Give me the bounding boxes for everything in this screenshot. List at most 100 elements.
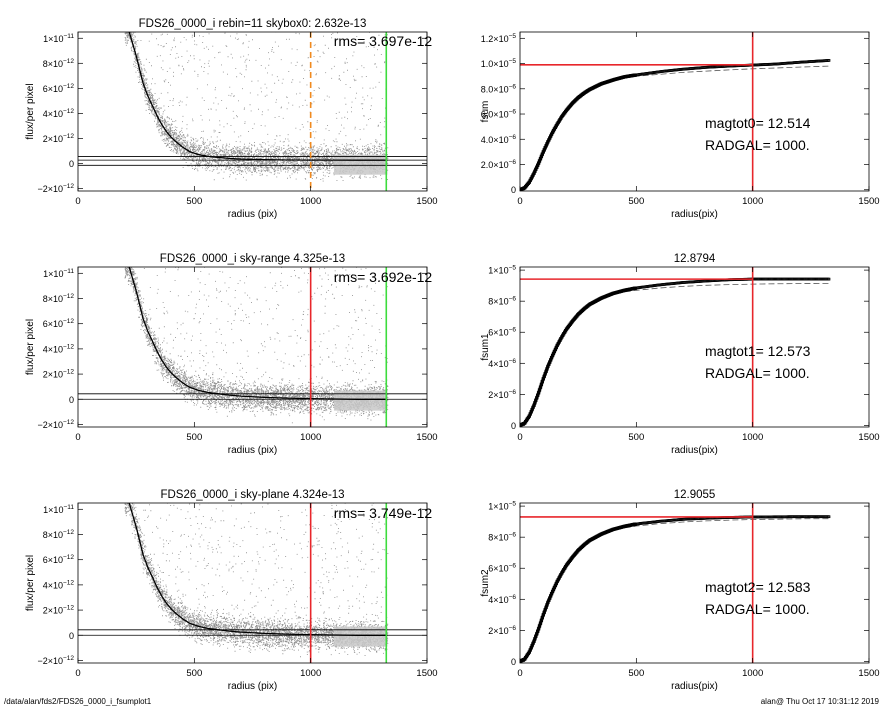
panel-title: FDS26_0000_i sky-plane 4.324e-13 [160,489,344,501]
x-tick-label: 1500 [416,432,437,443]
y-tick-label: −2×10−12 [37,419,74,430]
y-tick-label: 0 [511,185,516,195]
growth-curve-line [520,522,637,663]
y-tick-label: 1×10−11 [43,504,74,515]
plot-area-fsum0 [520,32,831,191]
magtot-label-0: magtot0= 12.514 [705,115,811,131]
y-tick-label: 0 [511,421,516,431]
axes-frame [77,266,428,428]
y-tick-label: 0 [69,631,74,641]
plot-area-flux2 [78,267,427,427]
growth-curve-line [520,286,637,427]
panel-title: FDS26_0000_i sky-range 4.325e-13 [160,253,345,265]
axes-frame [519,502,870,664]
x-tick-label: 1500 [858,668,879,679]
scatter-cloud [124,267,389,424]
y-axis-label: flux/per pixel [25,83,36,139]
magtot-label-0: magtot2= 12.583 [705,579,811,595]
y-axis-label: fsum2 [480,569,491,597]
y-tick-label: 6×10−12 [43,554,75,565]
x-tick-label: 1000 [742,668,763,679]
x-tick-label: 0 [517,196,522,207]
y-tick-label: 4×10−12 [43,579,75,590]
y-axis-label: flux/per pixel [25,555,36,611]
mean-profile-line [128,503,388,636]
x-tick-label: 1500 [858,196,879,207]
y-tick-label: 2×10−12 [43,605,75,616]
y-tick-label: 1×10−11 [43,268,74,279]
y-tick-label: 2×10−6 [488,625,516,636]
plot-area-fsum2 [520,503,831,663]
x-axis-label: radius(pix) [671,445,718,456]
x-tick-label: 1000 [742,196,763,207]
x-axis-label: radius(pix) [671,209,718,220]
rms-label: rms= 3.697e-12 [334,33,433,49]
y-tick-label: 8×10−6 [488,532,516,543]
curve-point [827,277,831,281]
y-tick-label: 0 [511,657,516,667]
y-axis-label: fsum1 [480,333,491,361]
magtot-label-0: magtot1= 12.573 [705,343,811,359]
magtot-label-1: RADGAL= 1000. [705,601,810,617]
y-axis-label: flux/per pixel [25,319,36,375]
x-axis-label: radius (pix) [228,445,277,456]
y-tick-label: 4×10−12 [43,108,75,119]
y-tick-label: 1×10−5 [488,501,516,512]
y-tick-label: 2×10−12 [43,133,75,144]
y-tick-label: 4×10−6 [488,358,516,369]
x-tick-label: 1500 [416,668,437,679]
x-tick-label: 500 [186,196,202,207]
y-tick-label: 4.0×10−6 [481,134,517,145]
x-tick-label: 0 [517,432,522,443]
x-tick-label: 0 [75,432,80,443]
mean-profile-line [128,32,388,161]
scatter-points [124,267,389,424]
x-tick-label: 500 [628,668,644,679]
axes-frame [77,502,428,664]
y-axis-label: fsum [480,101,491,123]
y-tick-label: 1×10−5 [488,265,516,276]
y-tick-label: 4×10−6 [488,594,516,605]
x-tick-label: 0 [517,668,522,679]
x-tick-label: 1000 [300,432,321,443]
y-tick-label: −2×10−12 [37,183,74,194]
x-tick-label: 1500 [858,432,879,443]
panel-fsum1: magtot1= 12.573 RADGAL= 1000. 0 500 1000 1500… [480,253,880,456]
footer-file-path: /data/alan/fds2/FDS26_0000_i_fsumplot1 [4,697,152,706]
y-tick-label: 8.0×10−6 [481,83,517,94]
panel-title: 12.8794 [674,253,716,265]
y-tick-label: 6×10−12 [43,318,75,329]
panel-title: FDS26_0000_i rebin=11 skybox0: 2.632e-13 [139,18,367,30]
panel-flux3: rms= 3.749e-120 500 1000 1500−2×10−1202×10−… [25,489,438,692]
x-tick-label: 500 [628,196,644,207]
x-tick-label: 1500 [416,196,437,207]
panel-flux1: rms= 3.697e-120 500 1000 1500−2×10−1202×10−… [25,18,438,220]
y-tick-label: 1×10−11 [43,33,74,44]
scatter-cloud [124,32,389,182]
y-tick-label: 8×10−12 [43,58,75,69]
magtot-label-1: RADGAL= 1000. [705,137,810,153]
axes-frame [519,266,870,428]
rms-label: rms= 3.749e-12 [334,505,433,521]
x-tick-label: 0 [75,196,80,207]
plot-area-fsum1 [520,267,831,427]
curve-point [827,515,831,519]
y-tick-label: 6×10−12 [43,83,75,94]
panel-title: 12.9055 [674,489,716,501]
y-tick-label: 2×10−6 [488,389,516,400]
sky-region-band [333,626,388,647]
x-axis-label: radius (pix) [228,681,277,692]
sky-region-band [333,390,388,411]
curve-point [827,59,831,62]
growth-curve-line [520,73,637,191]
scatter-points [124,32,389,182]
panel-flux2: rms= 3.692e-120 500 1000 1500−2×10−1202×10−… [25,253,438,456]
plot-area-flux3 [78,503,427,663]
x-tick-label: 500 [186,668,202,679]
scatter-cloud [124,503,389,658]
y-tick-label: 1.0×10−5 [481,58,517,69]
x-tick-label: 1000 [300,196,321,207]
y-tick-label: 0 [69,395,74,405]
x-tick-label: 500 [186,432,202,443]
